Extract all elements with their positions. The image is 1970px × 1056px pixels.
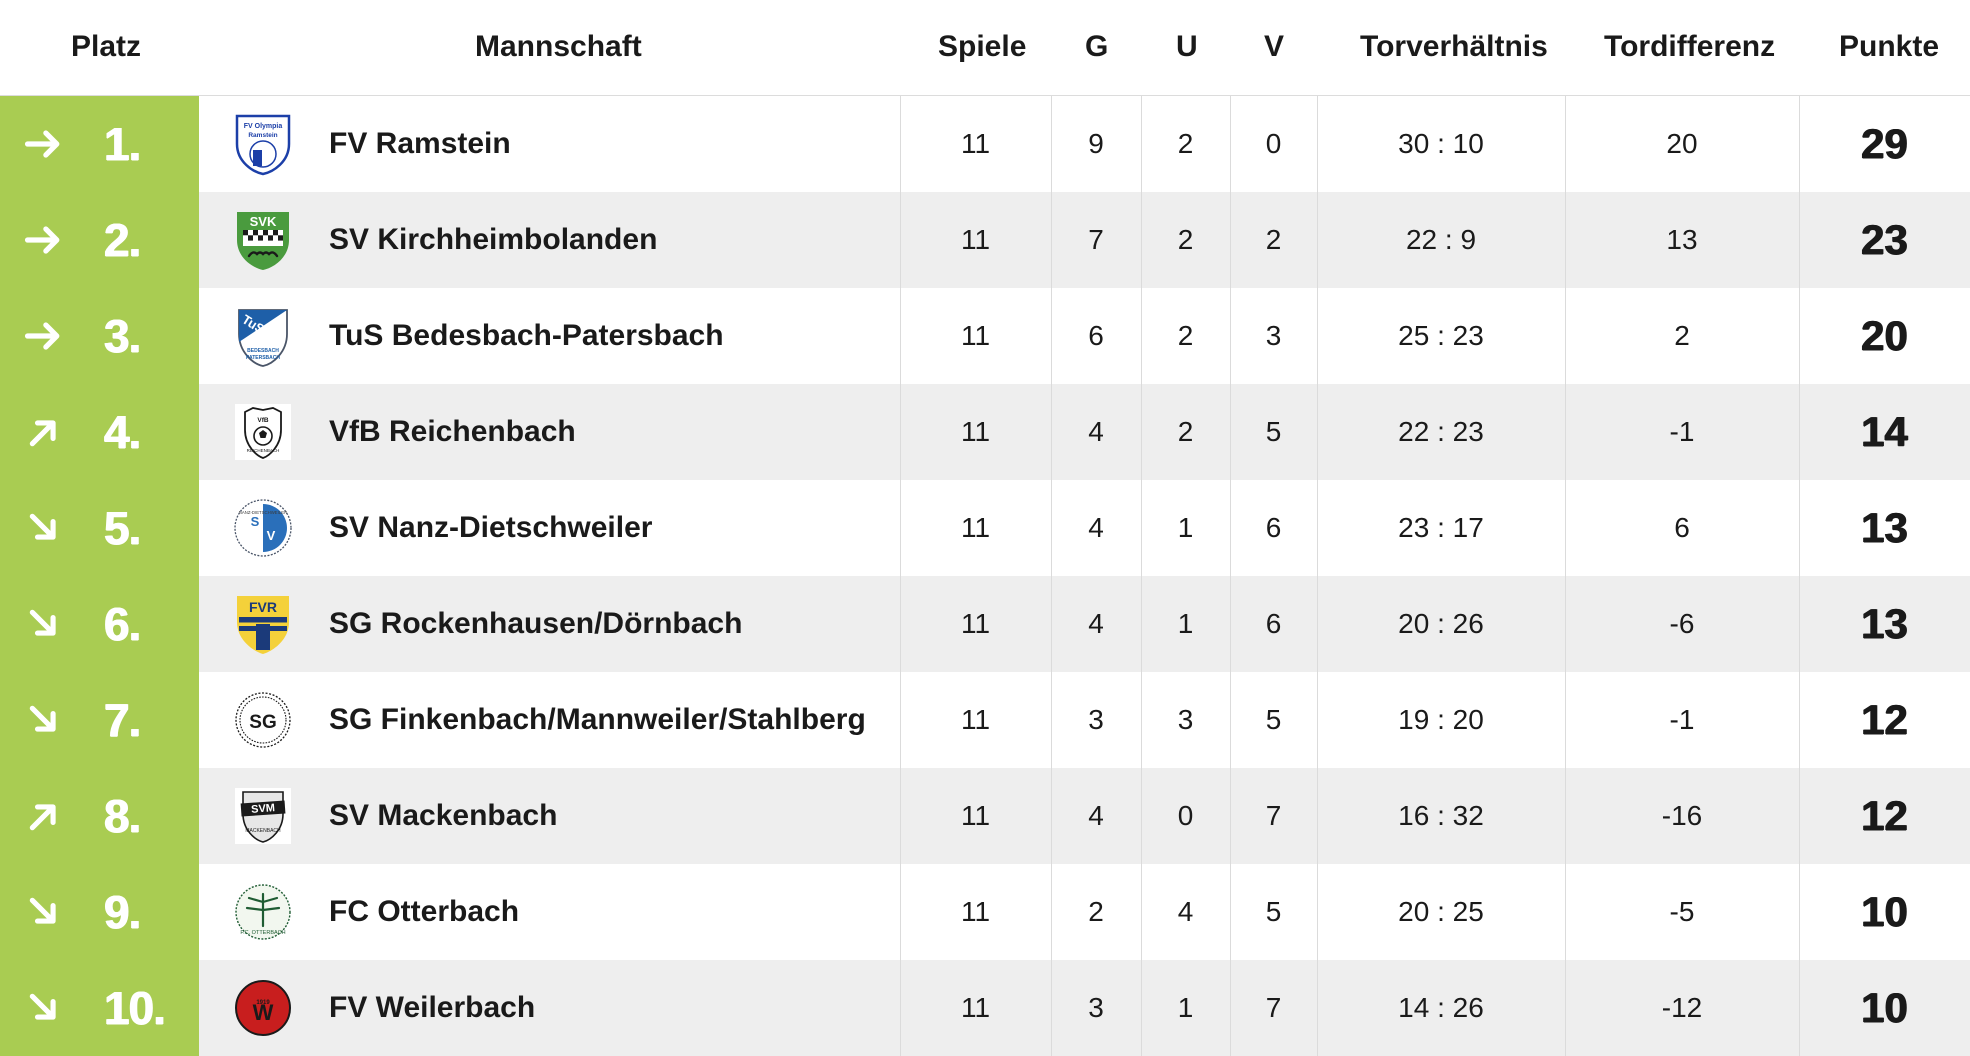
svg-text:FVR: FVR	[249, 599, 277, 615]
svg-text:FV Olympia: FV Olympia	[244, 123, 283, 130]
svg-text:NANZ-DIETSCHWEILER: NANZ-DIETSCHWEILER	[239, 510, 287, 515]
svg-text:Ramstein: Ramstein	[248, 132, 277, 139]
svg-text:SG: SG	[249, 712, 276, 733]
svg-text:VfB: VfB	[257, 417, 269, 424]
svg-text:REICHENBACH: REICHENBACH	[247, 448, 280, 453]
svg-text:BEDESBACH: BEDESBACH	[247, 348, 279, 354]
svg-text:V: V	[267, 528, 276, 543]
svg-text:MACKENBACH: MACKENBACH	[245, 828, 281, 834]
svg-text:F.C. OTTERBACH: F.C. OTTERBACH	[240, 930, 285, 936]
svg-text:SVM: SVM	[251, 802, 276, 816]
svg-text:SVK: SVK	[250, 214, 277, 229]
svg-text:PATERSBACH: PATERSBACH	[246, 355, 280, 361]
svg-text:S: S	[251, 514, 260, 529]
svg-text:W: W	[253, 1000, 274, 1025]
